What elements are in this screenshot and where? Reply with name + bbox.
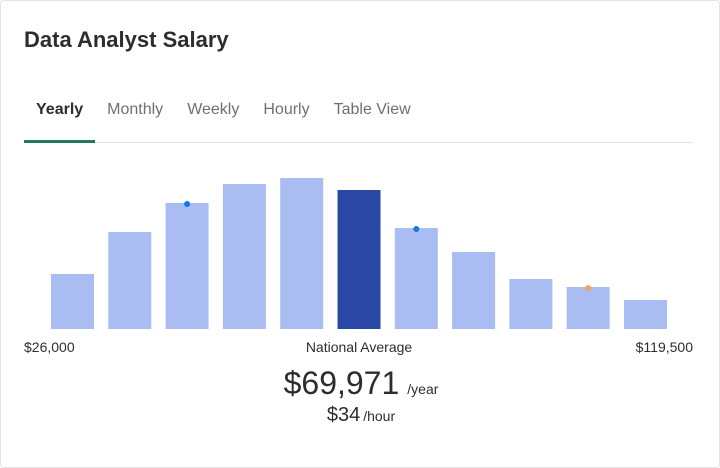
national-average-bar[interactable] xyxy=(337,190,381,329)
tab-monthly[interactable]: Monthly xyxy=(107,101,164,118)
salary-histogram xyxy=(51,178,667,329)
tab-hourly[interactable]: Hourly xyxy=(263,101,310,118)
national-average-label: National Average xyxy=(305,339,413,355)
hourly-average-value: $34 xyxy=(326,404,361,426)
tab-table-view[interactable]: Table View xyxy=(333,101,411,118)
x-min-label: $26,000 xyxy=(24,339,75,355)
yearly-average: $69,971/year xyxy=(1,365,720,402)
salary-bar[interactable] xyxy=(108,232,152,329)
salary-bar[interactable] xyxy=(165,203,209,329)
tab-weekly[interactable]: Weekly xyxy=(187,101,240,118)
salary-bar[interactable] xyxy=(222,184,266,329)
yearly-unit: /year xyxy=(407,381,439,397)
tab-yearly[interactable]: Yearly xyxy=(24,97,96,143)
hourly-average: $34/hour xyxy=(1,404,720,427)
salary-bar[interactable] xyxy=(509,279,553,329)
bar-marker-dot xyxy=(413,226,420,232)
salary-bar[interactable] xyxy=(394,228,438,329)
salary-bar[interactable] xyxy=(51,274,94,329)
salary-bar[interactable] xyxy=(452,252,496,329)
x-max-label: $119,500 xyxy=(635,339,693,355)
salary-bar[interactable] xyxy=(624,300,667,329)
salary-bar[interactable] xyxy=(566,287,610,329)
bar-marker-dot xyxy=(585,285,592,291)
salary-bar[interactable] xyxy=(280,178,324,329)
bar-marker-dot xyxy=(184,201,191,207)
hourly-unit: /hour xyxy=(363,408,396,424)
yearly-average-value: $69,971 xyxy=(283,365,400,401)
page-title: Data Analyst Salary xyxy=(24,27,229,52)
tab-bar: Yearly Monthly Weekly Hourly Table View xyxy=(24,97,693,143)
